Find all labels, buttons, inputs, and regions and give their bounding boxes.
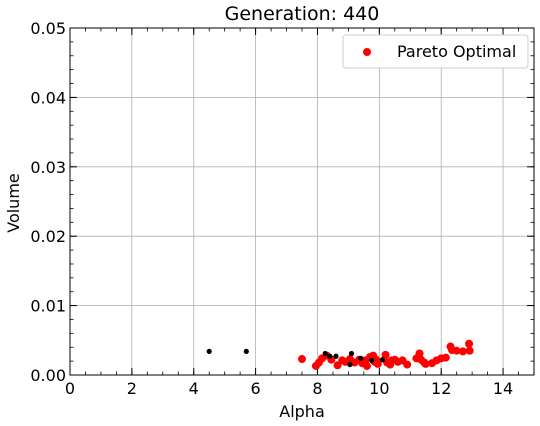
x-tick-labels: 0 2 4 6 8 10 12 14 bbox=[65, 379, 513, 398]
grid bbox=[70, 28, 534, 375]
legend-box bbox=[342, 34, 529, 69]
population-point bbox=[348, 350, 355, 357]
pareto-point bbox=[298, 355, 306, 364]
pareto-point bbox=[421, 359, 430, 368]
population-point bbox=[327, 353, 333, 359]
data-points bbox=[206, 339, 474, 370]
pareto-point bbox=[381, 350, 390, 359]
x-tick-label: 0 bbox=[65, 379, 75, 398]
population-point bbox=[347, 361, 353, 368]
pareto-point bbox=[403, 360, 412, 369]
population-point bbox=[379, 357, 386, 363]
y-axis-label: Volume bbox=[4, 173, 23, 233]
pareto-point bbox=[415, 349, 424, 358]
population-point bbox=[206, 348, 212, 355]
x-tick-label: 2 bbox=[127, 379, 137, 398]
major-ticks bbox=[69, 27, 534, 376]
y-tick-label: 0.02 bbox=[30, 227, 66, 246]
population-point bbox=[358, 355, 364, 361]
pareto-point bbox=[373, 359, 382, 368]
population-point bbox=[333, 353, 339, 359]
x-tick-label: 8 bbox=[312, 379, 322, 398]
population-point bbox=[322, 350, 328, 357]
pareto-point bbox=[465, 346, 474, 355]
plot-frame bbox=[69, 27, 535, 376]
y-tick-label: 0.00 bbox=[30, 366, 66, 385]
pareto-point bbox=[362, 361, 371, 370]
pareto-point bbox=[441, 353, 450, 362]
y-tick-label: 0.05 bbox=[30, 19, 66, 38]
x-tick-label: 12 bbox=[431, 379, 451, 398]
pareto-point bbox=[452, 346, 461, 355]
legend: Pareto Optimal bbox=[342, 34, 529, 69]
pareto-point bbox=[458, 347, 467, 356]
y-tick-labels: 0.00 0.01 0.02 0.03 0.04 0.05 bbox=[30, 19, 66, 385]
legend-label: Pareto Optimal bbox=[397, 42, 516, 61]
y-tick-label: 0.03 bbox=[30, 158, 66, 177]
x-tick-label: 4 bbox=[189, 379, 199, 398]
population-point bbox=[369, 357, 375, 364]
chart-title: Generation: 440 bbox=[225, 3, 380, 25]
x-tick-label: 10 bbox=[369, 379, 389, 398]
y-tick-label: 0.04 bbox=[30, 88, 66, 107]
pareto-point bbox=[465, 339, 474, 348]
x-tick-label: 14 bbox=[493, 379, 513, 398]
legend-marker bbox=[363, 48, 371, 56]
x-tick-label: 6 bbox=[251, 379, 261, 398]
x-axis-label: Alpha bbox=[279, 402, 325, 421]
y-tick-label: 0.01 bbox=[30, 297, 66, 316]
population-point bbox=[243, 348, 249, 355]
